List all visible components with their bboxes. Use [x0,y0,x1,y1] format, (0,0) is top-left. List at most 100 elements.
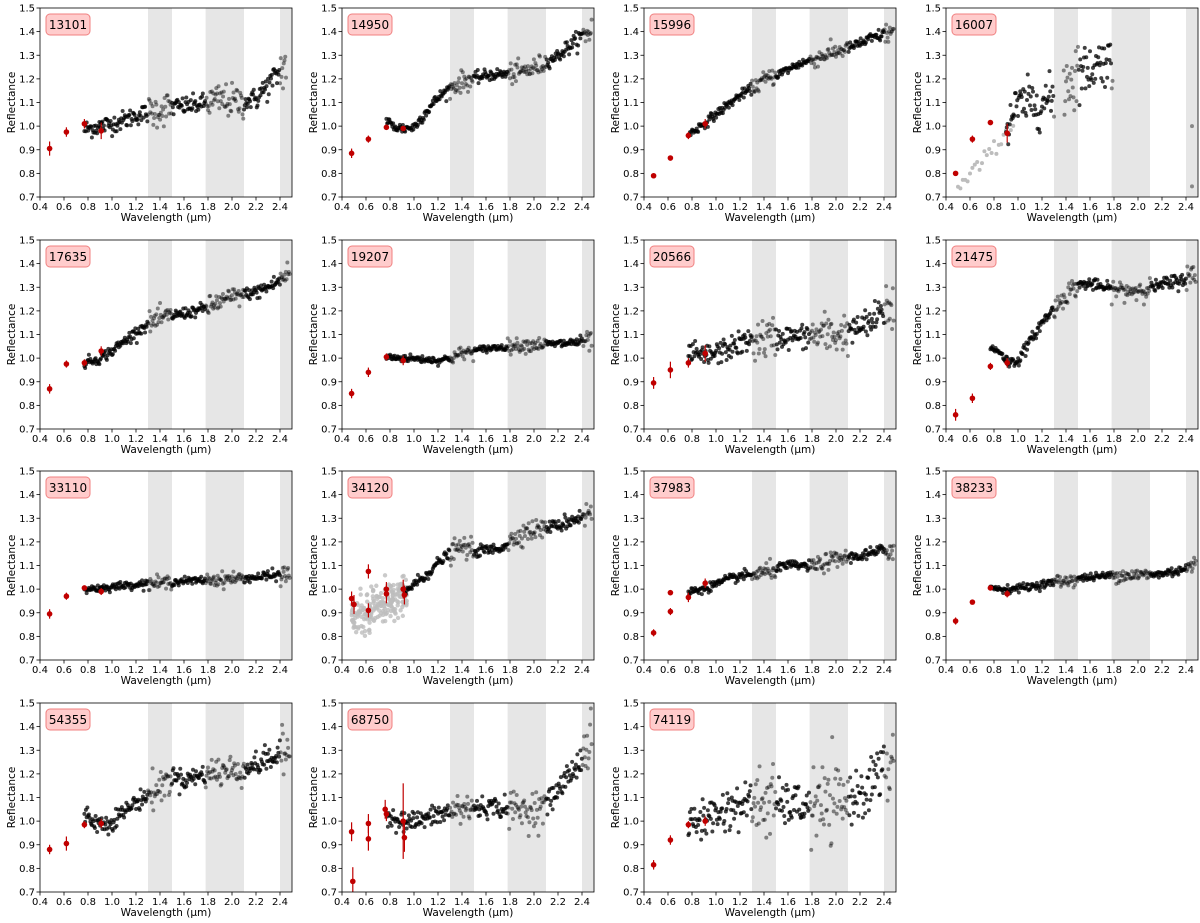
spectrum-point [780,808,785,813]
y-tick-label: 1.2 [19,306,35,317]
spectrum-point [761,817,766,822]
plot-content [650,471,896,660]
spectrum-point [274,579,279,584]
spectrum-point [169,587,174,592]
y-tick-label: 1.4 [623,490,639,501]
grey-point [375,602,381,608]
spectrum-point [228,754,233,759]
spectrum-point [884,30,889,35]
spectrum-point [806,790,811,795]
spectrum-point [1029,107,1034,112]
grey-point [382,604,387,609]
y-axis-label: Reflectance [6,304,18,366]
spectrum-point [582,512,587,517]
y-axis-label: Reflectance [610,535,622,597]
spectrum-point [810,322,815,327]
spectrum-point [1072,574,1077,579]
spectrum-point [516,56,521,61]
spectrum-point [1136,289,1141,294]
spectrum-point [282,272,287,277]
spectrum-point [212,98,217,103]
spectrum-point [463,349,468,354]
spectrum-point [426,577,431,582]
spectrum-point [830,46,835,51]
spectrum-point [765,75,770,80]
spectrum-point [581,746,586,751]
spectrum-point [835,51,840,56]
x-tick-label: 1.4 [1058,202,1074,213]
spectrum-point [463,77,468,82]
spectrum-point [229,768,234,773]
x-tick-label: 0.4 [938,434,954,445]
spectrum-point [179,103,184,108]
photometry-point [63,840,70,847]
spectrum-point [450,359,455,364]
spectrum-point [881,321,886,326]
y-tick-label: 1.1 [623,561,639,572]
spectrum-point [463,81,468,86]
spectrum-point [280,575,285,580]
spectrum-point [735,803,740,808]
x-tick-label: 1.8 [502,665,518,676]
spectrum-point [412,811,417,816]
spectrum-point [163,776,168,781]
photometry-point [685,360,692,366]
x-tick-label: 2.4 [272,202,288,213]
x-tick-label: 1.4 [756,434,772,445]
spectrum-point [182,574,187,579]
spectrum-point [837,336,842,341]
spectrum-point [573,767,578,772]
spectrum-point [248,99,253,104]
telluric-band [450,240,474,429]
spectrum-point [1013,91,1018,96]
y-axis-label: Reflectance [610,304,622,366]
x-tick-label: 1.8 [502,897,518,908]
photometry-point [383,811,390,817]
spectrum-point [284,75,288,80]
spectrum-point [1075,63,1080,68]
spectrum-point [285,567,290,572]
spectrum-point [1123,577,1128,582]
spectrum-point [525,815,530,820]
spectrum-point [1082,572,1087,577]
spectrum-point [152,116,157,121]
spectrum-point [771,813,776,818]
y-tick-label: 0.9 [925,377,941,388]
spectrum-point [808,54,813,59]
spectrum-point [830,53,835,58]
spectrum-point [1193,558,1198,563]
grey-point [353,615,358,621]
spectrum-point [861,324,866,329]
spectrum-point [203,101,208,106]
spectrum-point [1129,569,1134,574]
spectrum-point [747,342,752,347]
y-tick-label: 1.1 [19,793,35,804]
spectrum-point [821,817,826,822]
spectrum-point [1023,353,1028,358]
spectrum-point [226,574,231,579]
spectrum-point [202,306,207,311]
asteroid-badge [45,13,91,36]
spectrum-point [747,88,752,93]
spectrum-point [421,117,426,122]
spectrum-point [515,65,520,70]
spectrum-point [817,329,822,334]
spectrum-point [752,338,757,343]
spectrum-point [239,291,244,296]
spectrum-point [496,801,501,806]
spectrum-point [771,566,776,571]
spectrum-point [495,808,500,813]
telluric-band [1186,240,1198,429]
spectrum-point [747,789,752,794]
spectrum-point [1052,315,1057,320]
plot-content [952,8,1198,197]
plot-content [952,240,1198,429]
y-tick-label: 0.8 [623,401,639,412]
spectrum-point [508,790,513,795]
spectrum-point [285,260,290,265]
spectrum-point [226,289,231,294]
spectrum-point [1022,106,1026,111]
spectrum-point [539,796,544,801]
grey-point [361,605,367,611]
spectrum-point [286,754,291,759]
